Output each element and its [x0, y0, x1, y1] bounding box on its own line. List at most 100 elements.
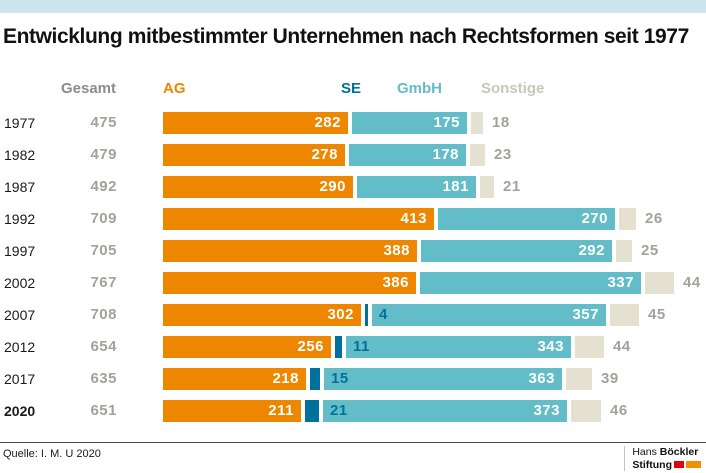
logo-red-square-icon — [674, 461, 684, 469]
se-value: 11 — [353, 338, 370, 355]
gmbh-value: 337 — [607, 274, 634, 291]
legend-label-ag: AG — [163, 80, 186, 97]
total-value: 479 — [90, 146, 117, 163]
gmbh-value: 292 — [578, 242, 605, 259]
ag-value: 290 — [319, 178, 346, 195]
year-label: 2012 — [4, 339, 36, 355]
total-value: 654 — [90, 338, 117, 355]
bar-stack: 302 4 357 45 — [163, 304, 666, 326]
chart-row-2012: 2012 654 256 11 343 44 — [0, 336, 706, 358]
source-note: Quelle: I. M. U 2020 — [3, 448, 101, 460]
legend-label-gmbh: GmbH — [397, 80, 442, 97]
bar-ag: 386 — [163, 272, 416, 294]
year-label: 1977 — [4, 115, 36, 131]
bar-ag: 302 — [163, 304, 361, 326]
year-label: 1987 — [4, 179, 36, 195]
sonstige-value: 46 — [610, 402, 628, 419]
sonstige-value: 45 — [648, 306, 666, 323]
bar-sonstige — [566, 368, 592, 390]
total-value: 767 — [90, 274, 117, 291]
gmbh-value: 181 — [442, 178, 469, 195]
chart-row-1987: 1987 492 290 181 21 — [0, 176, 706, 198]
bar-gmbh: 363 — [324, 368, 562, 390]
bar-gmbh: 175 — [352, 112, 467, 134]
chart-row-1982: 1982 479 278 178 23 — [0, 144, 706, 166]
ag-value: 278 — [311, 146, 338, 163]
chart-row-1977: 1977 475 282 175 18 — [0, 112, 706, 134]
logo-line2: Stiftung — [632, 459, 701, 472]
year-label: 1992 — [4, 211, 36, 227]
legend-label-se: SE — [341, 80, 362, 97]
chart-title: Entwicklung mitbestimmter Unternehmen na… — [3, 25, 689, 48]
ag-value: 413 — [400, 210, 427, 227]
se-value: 4 — [379, 306, 388, 323]
bar-ag: 290 — [163, 176, 353, 198]
bar-se: 11 — [335, 336, 369, 358]
bar-ag: 413 — [163, 208, 434, 230]
bar-se: 21 — [305, 400, 347, 422]
bar-gmbh: 292 — [421, 240, 612, 262]
bar-gmbh: 181 — [357, 176, 476, 198]
total-value: 705 — [90, 242, 117, 259]
chart-row-2002: 2002 767 386 337 44 — [0, 272, 706, 294]
bar-sonstige — [480, 176, 494, 198]
total-value: 492 — [90, 178, 117, 195]
bar-se: 4 — [365, 304, 387, 326]
bar-ag: 256 — [163, 336, 331, 358]
bar-sonstige — [616, 240, 632, 262]
bar-stack: 290 181 21 — [163, 176, 521, 198]
ag-value: 386 — [382, 274, 409, 291]
bar-stack: 211 21 373 46 — [163, 400, 628, 422]
chart-row-1997: 1997 705 388 292 25 — [0, 240, 706, 262]
bar-gmbh: 178 — [349, 144, 466, 166]
ag-value: 282 — [314, 114, 341, 131]
ag-value: 302 — [327, 306, 354, 323]
year-label: 1997 — [4, 243, 36, 259]
bar-sonstige — [610, 304, 639, 326]
bar-ag: 211 — [163, 400, 301, 422]
bar-gmbh: 337 — [420, 272, 641, 294]
legend-row: Gesamt AG SE GmbH Sonstige — [0, 80, 706, 100]
bar-stack: 388 292 25 — [163, 240, 659, 262]
bar-sonstige — [571, 400, 601, 422]
logo-hans: Hans — [632, 446, 660, 458]
gmbh-value: 178 — [432, 146, 459, 163]
sonstige-value: 18 — [492, 114, 510, 131]
sonstige-value: 23 — [494, 146, 512, 163]
bar-ag: 282 — [163, 112, 348, 134]
bar-stack: 282 175 18 — [163, 112, 510, 134]
sonstige-value: 44 — [613, 338, 631, 355]
ag-value: 211 — [268, 402, 294, 419]
gmbh-value: 373 — [533, 402, 560, 419]
sonstige-value: 25 — [641, 242, 659, 259]
bar-sonstige — [471, 112, 483, 134]
total-value: 709 — [90, 210, 117, 227]
sonstige-value: 44 — [683, 274, 701, 291]
hans-boeckler-stiftung-logo: Hans Böckler Stiftung — [624, 446, 701, 472]
logo-boeckler: Böckler — [659, 446, 699, 458]
gmbh-value: 357 — [572, 306, 599, 323]
year-label: 1982 — [4, 147, 36, 163]
year-label: 2002 — [4, 275, 36, 291]
ag-value: 388 — [383, 242, 410, 259]
logo-line1: Hans Böckler — [632, 446, 701, 459]
bar-stack: 278 178 23 — [163, 144, 512, 166]
gmbh-value: 175 — [433, 114, 460, 131]
total-value: 475 — [90, 114, 117, 131]
chart-row-2007: 2007 708 302 4 357 45 — [0, 304, 706, 326]
bar-sonstige — [619, 208, 636, 230]
sonstige-value: 39 — [601, 370, 619, 387]
gmbh-value: 363 — [528, 370, 555, 387]
bar-ag: 278 — [163, 144, 345, 166]
logo-orange-square-icon — [686, 461, 701, 469]
bar-sonstige — [470, 144, 485, 166]
bar-sonstige — [575, 336, 604, 358]
footer-divider — [0, 442, 706, 443]
sonstige-value: 26 — [645, 210, 663, 227]
bar-gmbh: 343 — [346, 336, 571, 358]
bar-ag: 218 — [163, 368, 306, 390]
se-value: 21 — [330, 402, 348, 419]
bar-stack: 256 11 343 44 — [163, 336, 631, 358]
ag-value: 256 — [297, 338, 324, 355]
